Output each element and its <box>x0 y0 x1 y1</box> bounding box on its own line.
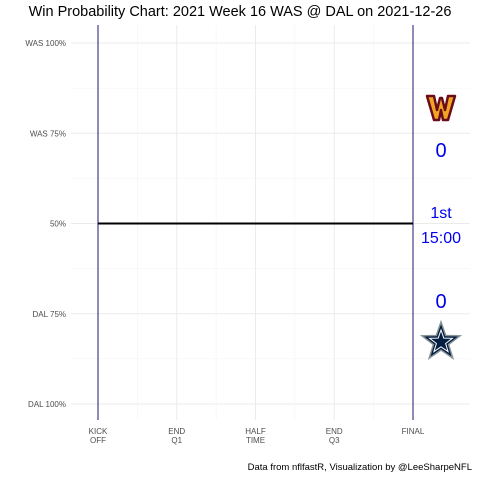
game-clock: 15:00 <box>421 230 461 247</box>
x-ticks: KICK OFF END Q1 HALF TIME END Q3 FINAL <box>89 427 425 445</box>
star-icon <box>419 319 463 361</box>
y-tick-label: WAS 100% <box>25 39 66 48</box>
x-tick-label: HALF TIME <box>245 427 266 445</box>
y-tick-label: DAL 100% <box>28 400 66 409</box>
home-score: 0 <box>435 140 446 162</box>
x-tick-label: END Q1 <box>168 427 185 445</box>
x-tick-label: KICK OFF <box>89 427 108 445</box>
x-tick-label: END Q3 <box>326 427 343 445</box>
caption: Data from nflfastR, Visualization by @Le… <box>247 462 472 473</box>
y-tick-label: DAL 75% <box>33 310 67 319</box>
y-tick-label: WAS 75% <box>30 129 66 138</box>
x-tick-label: FINAL <box>402 427 425 436</box>
chart-title: Win Probability Chart: 2021 Week 16 WAS … <box>28 4 452 20</box>
away-score: 0 <box>435 291 446 313</box>
y-ticks: WAS 100% WAS 75% 50% DAL 75% DAL 100% <box>25 39 66 409</box>
W-helmet-icon <box>425 94 457 122</box>
quarter-label: 1st <box>430 205 452 222</box>
y-tick-label: 50% <box>50 220 66 229</box>
